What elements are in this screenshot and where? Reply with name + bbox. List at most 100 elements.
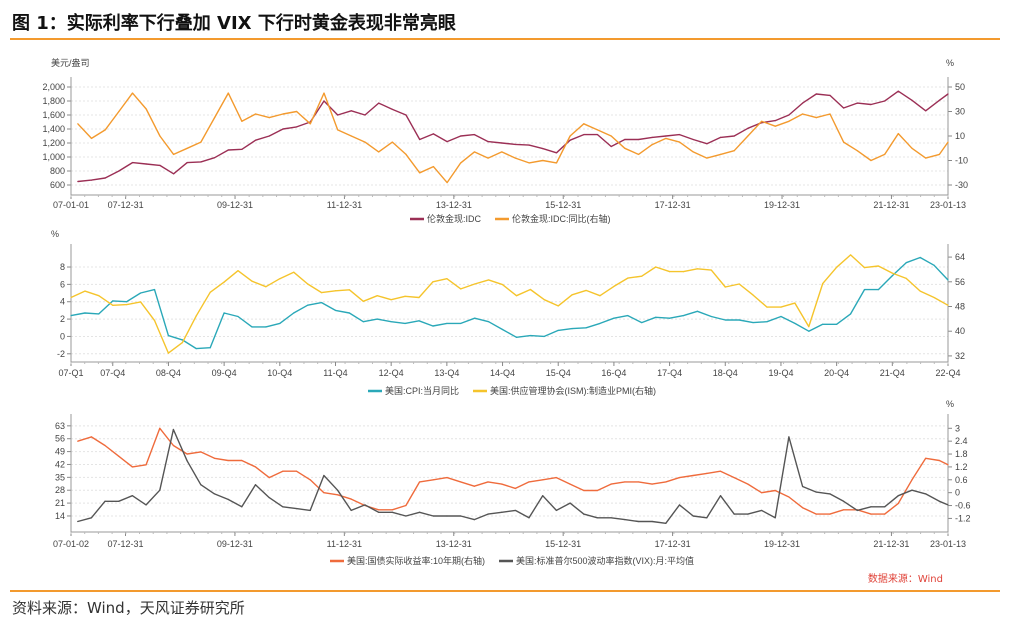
data-point	[251, 326, 253, 328]
data-point	[710, 315, 712, 318]
data-point	[557, 305, 559, 307]
left-tick-label: 8	[60, 262, 65, 272]
data-point	[432, 325, 434, 327]
right-tick-label: 64	[955, 252, 965, 262]
x-tick-label: 08-Q4	[156, 368, 181, 378]
data-point	[241, 148, 243, 150]
data-point	[378, 102, 380, 104]
data-point	[668, 317, 671, 319]
data-point	[131, 162, 134, 164]
data-point	[555, 162, 558, 164]
data-point	[323, 92, 325, 94]
data-point	[167, 334, 170, 337]
data-point	[815, 93, 817, 95]
right-tick-label: 0	[955, 488, 960, 498]
data-point	[145, 108, 147, 110]
right-tick-label: 10	[955, 131, 965, 141]
data-point	[145, 163, 147, 165]
data-point	[733, 150, 735, 152]
data-point	[822, 323, 824, 325]
data-point	[432, 166, 434, 168]
data-point	[891, 275, 893, 277]
x-tick-label: 13-Q4	[434, 368, 459, 378]
left-tick-label: 1,600	[42, 110, 65, 120]
data-point	[112, 300, 114, 302]
data-point	[159, 427, 161, 429]
data-point	[84, 312, 86, 314]
data-point	[391, 141, 393, 143]
data-point	[529, 334, 531, 337]
right-tick-label: -0.6	[955, 501, 971, 511]
x-tick-label: 07-01-02	[53, 539, 89, 549]
data-point	[733, 135, 735, 137]
data-point	[405, 153, 407, 155]
data-point	[542, 495, 544, 497]
data-point	[334, 290, 337, 292]
data-point	[186, 162, 188, 164]
data-point	[651, 136, 653, 138]
data-point	[637, 138, 640, 141]
right-tick-label: -30	[955, 180, 968, 190]
x-tick-label: 21-12-31	[873, 200, 909, 210]
x-tick-label: 09-Q4	[212, 368, 237, 378]
x-tick-label: 21-12-31	[873, 539, 909, 549]
data-point	[487, 481, 489, 483]
data-point	[571, 328, 573, 330]
data-point	[309, 123, 311, 125]
data-point	[419, 481, 421, 483]
x-tick-label: 16-Q4	[601, 368, 626, 378]
data-point	[543, 299, 545, 301]
x-tick-label: 18-Q4	[713, 368, 738, 378]
data-point	[320, 301, 323, 304]
data-point	[706, 517, 708, 519]
data-point	[295, 470, 298, 472]
data-point	[200, 484, 202, 486]
data-point	[836, 323, 838, 325]
data-point	[627, 315, 629, 317]
data-point	[377, 509, 380, 511]
data-point	[692, 151, 694, 153]
data-point	[627, 277, 629, 279]
data-point	[334, 309, 337, 312]
footer-divider	[10, 590, 1000, 592]
data-point	[223, 312, 225, 314]
data-point	[309, 509, 311, 512]
data-point	[251, 280, 253, 282]
data-point	[599, 295, 601, 297]
data-point	[323, 474, 325, 477]
left-tick-label: 1,000	[42, 152, 65, 162]
data-point	[665, 481, 667, 483]
data-point	[610, 517, 612, 519]
data-point	[583, 134, 585, 136]
data-point	[585, 289, 587, 292]
data-point	[738, 319, 740, 321]
data-point	[377, 511, 380, 513]
data-point	[227, 149, 229, 151]
data-point	[897, 132, 899, 135]
data-point	[637, 520, 640, 523]
data-point	[145, 464, 147, 466]
figure-title: 图 1：实际利率下行叠加 VIX 下行时黄金表现非常亮眼	[12, 13, 456, 34]
left-tick-label: 1,400	[42, 124, 65, 134]
data-point	[884, 100, 886, 102]
data-point	[557, 329, 559, 331]
data-point	[719, 136, 722, 138]
left-tick-label: 800	[50, 166, 65, 176]
data-point	[947, 464, 949, 466]
data-point	[391, 511, 393, 513]
data-point	[836, 266, 838, 268]
data-point	[682, 315, 685, 317]
data-point	[877, 265, 879, 267]
data-point	[596, 517, 599, 519]
x-tick-label: 19-Q4	[768, 368, 793, 378]
data-point	[90, 517, 92, 519]
data-point	[241, 120, 243, 122]
data-point	[938, 99, 940, 101]
data-point	[391, 108, 393, 110]
data-point	[336, 494, 339, 496]
data-point	[624, 519, 626, 521]
data-point	[446, 477, 448, 479]
data-point	[350, 498, 352, 500]
data-point	[774, 120, 776, 122]
x-tick-label: 15-Q4	[546, 368, 571, 378]
